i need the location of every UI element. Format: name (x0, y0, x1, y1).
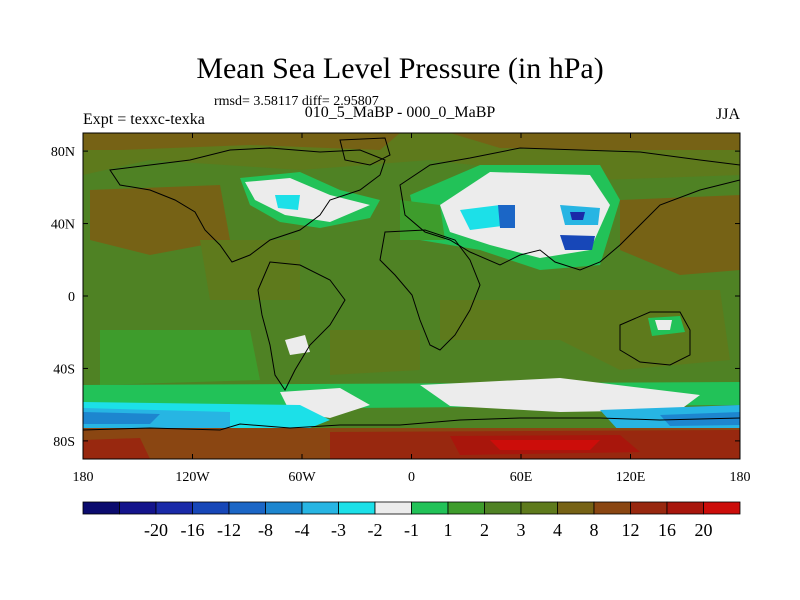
colorbar-swatch (228, 501, 266, 515)
colorbar-label: -12 (217, 520, 241, 540)
colorbar-swatch (557, 501, 595, 515)
field-npac-brown (90, 185, 230, 255)
coast-antarctica (83, 417, 740, 431)
lon-tick-label: 120E (616, 470, 646, 485)
colorbar-label: -1 (404, 520, 419, 540)
colorbar-swatch (447, 501, 485, 515)
field-north-brown (83, 133, 400, 150)
lon-tick-label: 180 (730, 470, 751, 485)
colorbar-swatch (593, 501, 631, 515)
coast-eurasia (399, 147, 740, 271)
colorbar-swatch (338, 501, 376, 515)
colorbar-label: -3 (331, 520, 346, 540)
experiment-subtitle: 010_5_MaBP - 000_0_MaBP (304, 104, 496, 121)
lat-tick-label: 0 (68, 290, 75, 305)
colorbar-label: 16 (658, 520, 676, 540)
colorbar-swatch (666, 501, 704, 515)
field-asia-navy (570, 212, 585, 220)
field-antarctic-west-red (83, 438, 150, 459)
stats-text: rmsd= 3.58117 diff= 2.95807 (214, 94, 379, 109)
field-antarctic-bright-red (490, 440, 600, 450)
field-med-green (400, 200, 445, 240)
coast-australia (619, 311, 691, 366)
colorbar-swatch (82, 501, 120, 515)
colorbar-label: -20 (144, 520, 168, 540)
experiment-label: Expt = texxc-texka (83, 111, 205, 128)
colorbar-swatch (155, 501, 193, 515)
colorbar-label: 12 (622, 520, 640, 540)
field-namerica-white (245, 178, 370, 222)
colorbar-label: 1 (444, 520, 453, 540)
coast-north-america (109, 147, 386, 263)
lat-tick-label: 80N (51, 145, 75, 160)
field-aus-white (655, 320, 672, 330)
field-spac-green (100, 330, 260, 385)
field-npac-olive (200, 240, 300, 300)
field-ind-olive (440, 300, 560, 340)
lon-tick-label: 0 (408, 470, 415, 485)
colorbar-label: 3 (517, 520, 526, 540)
lon-tick-label: 120W (175, 470, 210, 485)
lon-tick-label: 60E (510, 470, 533, 485)
lat-tick-label: 40N (51, 218, 75, 233)
chart-title: Mean Sea Level Pressure (in hPa) (196, 52, 604, 85)
field-asia-deepblue (560, 235, 595, 250)
lon-tick-label: 60W (288, 470, 316, 485)
colorbar-swatch (374, 501, 412, 515)
map-panel (83, 133, 740, 459)
colorbar-swatch (119, 501, 157, 515)
coast-south-america (257, 261, 346, 391)
season-label: JJA (715, 106, 740, 123)
colorbar-label: -8 (258, 520, 273, 540)
colorbar-label: 4 (553, 520, 562, 540)
field-asia-blue (498, 205, 515, 228)
colorbar-swatch (411, 501, 449, 515)
colorbar-label: 2 (480, 520, 489, 540)
field-south-blue (83, 412, 160, 424)
field-asia-cyan-a (460, 205, 510, 230)
field-samerica-white (285, 335, 310, 355)
colorbar-swatch (484, 501, 522, 515)
colorbar: -20 -16 -12 -8 -4 -3 -2 -1 1 2 3 4 8 12 16 20 (82, 501, 741, 540)
lat-tick-label: 40S (53, 362, 75, 377)
field-south-white-b (420, 378, 700, 412)
colorbar-label: -16 (181, 520, 205, 540)
field-aus-band (560, 290, 730, 370)
longitude-axis: 180 120W 60W 0 60E 120E 180 (73, 133, 751, 485)
colorbar-swatch (520, 501, 558, 515)
colorbar-swatch (703, 501, 741, 515)
lat-tick-label: 80S (53, 435, 75, 450)
colorbar-label: -2 (368, 520, 383, 540)
latitude-axis: 80N 40N 0 40S 80S (51, 145, 740, 450)
coastlines (83, 137, 740, 431)
field-north-brown-east (450, 133, 740, 150)
colorbar-label: 20 (695, 520, 713, 540)
colorbar-label: -4 (295, 520, 310, 540)
colorbar-swatch (192, 501, 230, 515)
colorbar-swatch (630, 501, 668, 515)
colorbar-swatch (301, 501, 339, 515)
field-satl-olive (330, 330, 420, 375)
coast-greenland (339, 137, 391, 166)
coast-africa (379, 229, 481, 351)
colorbar-swatch (265, 501, 303, 515)
lon-tick-label: 180 (73, 470, 94, 485)
field-namerica-cyan (275, 195, 300, 210)
colorbar-label: 8 (590, 520, 599, 540)
